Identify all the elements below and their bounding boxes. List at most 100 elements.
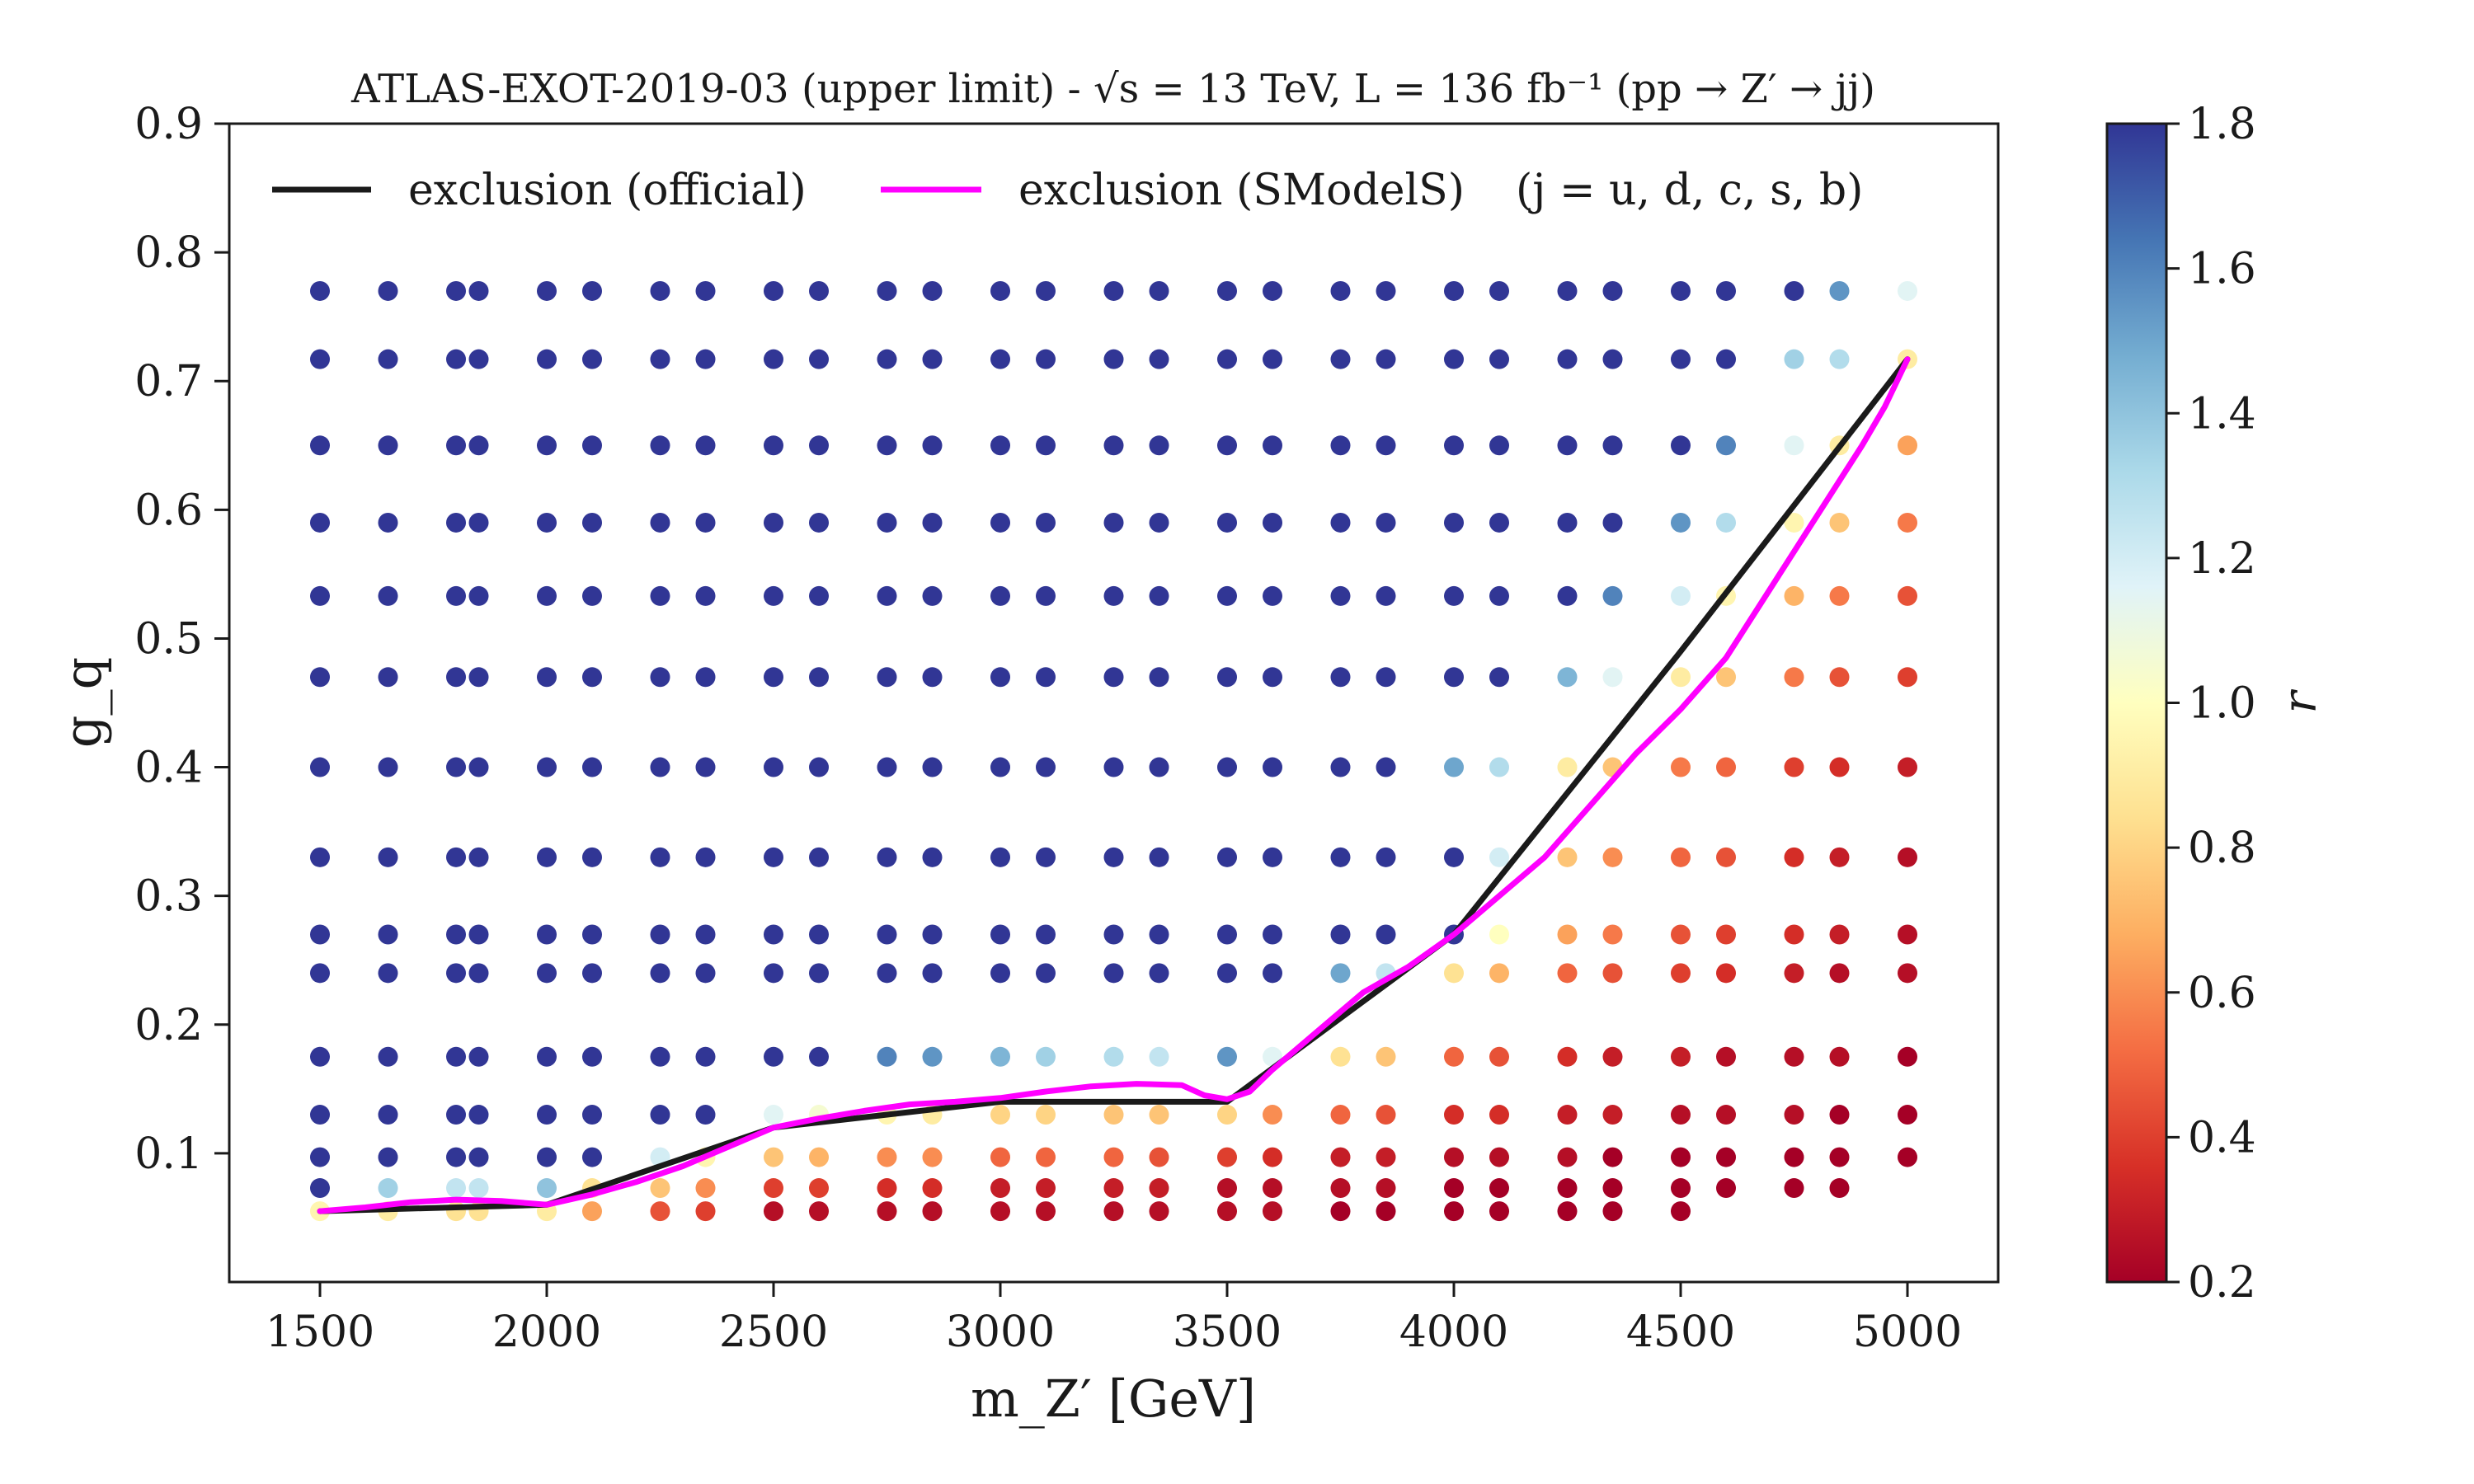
- legend-label-official: exclusion (official): [408, 166, 807, 215]
- scatter-point: [1149, 847, 1169, 867]
- scatter-point: [1444, 1178, 1464, 1199]
- scatter-point: [877, 435, 897, 456]
- scatter-point: [877, 667, 897, 688]
- scatter-point: [990, 757, 1010, 777]
- scatter-point: [764, 1201, 783, 1222]
- scatter-point: [310, 1178, 330, 1199]
- scatter-point: [1716, 1046, 1736, 1067]
- scatter-point: [1716, 757, 1736, 777]
- scatter-point: [650, 667, 670, 688]
- scatter-point: [1376, 1201, 1396, 1222]
- scatter-point: [537, 1046, 557, 1067]
- scatter-point: [1149, 1178, 1169, 1199]
- scatter-point: [1149, 1201, 1169, 1222]
- scatter-point: [1716, 1178, 1736, 1199]
- scatter-point: [468, 1046, 489, 1067]
- scatter-point: [1557, 1178, 1578, 1199]
- scatter-point: [1557, 512, 1578, 533]
- scatter-point: [1898, 585, 1917, 606]
- exclusion-lines: [317, 356, 1911, 1214]
- scatter-point: [1671, 924, 1691, 945]
- scatter-point: [1263, 757, 1282, 777]
- scatter-point: [1602, 963, 1623, 984]
- scatter-point: [537, 757, 557, 777]
- scatter-point: [922, 1178, 943, 1199]
- x-axis: 1500 2000 2500 3000 3500 4000 4500 5000: [266, 1282, 1962, 1357]
- scatter-point: [1263, 963, 1282, 984]
- scatter-point: [764, 512, 783, 533]
- scatter-point: [650, 1046, 670, 1067]
- scatter-point: [809, 585, 829, 606]
- scatter-point: [1784, 924, 1804, 945]
- scatter-point: [809, 1201, 829, 1222]
- scatter-point: [1149, 963, 1169, 984]
- scatter-point: [1602, 280, 1623, 301]
- scatter-point: [1444, 847, 1464, 867]
- scatter-point: [1602, 1178, 1623, 1199]
- scatter-point: [1217, 280, 1237, 301]
- scatter-point: [310, 667, 330, 688]
- scatter-point: [1716, 847, 1736, 867]
- scatter-point: [1602, 924, 1623, 945]
- scatter-point: [446, 924, 466, 945]
- scatter-point: [764, 1046, 783, 1067]
- scatter-point: [310, 757, 330, 777]
- scatter-point: [695, 1201, 716, 1222]
- y-tick-label: 0.6: [134, 486, 203, 535]
- scatter-point: [809, 280, 829, 301]
- scatter-point: [877, 349, 897, 369]
- scatter-point: [922, 667, 943, 688]
- scatter-point: [1036, 1105, 1056, 1125]
- scatter-point: [1217, 924, 1237, 945]
- scatter-point: [1263, 667, 1282, 688]
- scatter-point: [1103, 512, 1124, 533]
- scatter-point: [468, 963, 489, 984]
- scatter-point: [1103, 924, 1124, 945]
- scatter-point: [582, 435, 602, 456]
- y-tick-label: 0.4: [134, 744, 203, 793]
- scatter-point: [1489, 1201, 1509, 1222]
- scatter-point: [446, 1105, 466, 1125]
- scatter-point: [582, 280, 602, 301]
- y-tick-label: 0.1: [134, 1129, 203, 1179]
- scatter-point: [877, 1201, 897, 1222]
- scatter-point: [1784, 1178, 1804, 1199]
- scatter-point: [1263, 435, 1282, 456]
- scatter-point: [809, 349, 829, 369]
- scatter-point: [1557, 349, 1578, 369]
- scatter-point: [1217, 757, 1237, 777]
- scatter-point: [582, 349, 602, 369]
- scatter-point: [446, 667, 466, 688]
- scatter-point: [1263, 585, 1282, 606]
- scatter-point: [1036, 924, 1056, 945]
- scatter-point: [1444, 280, 1464, 301]
- scatter-point: [1149, 1105, 1169, 1125]
- y-tick-label: 0.3: [134, 872, 203, 922]
- scatter-point: [1036, 757, 1056, 777]
- scatter-point: [1898, 435, 1917, 456]
- scatter-point: [1829, 280, 1850, 301]
- y-tick-label: 0.8: [134, 228, 203, 278]
- scatter-point: [1036, 667, 1056, 688]
- scatter-point: [1489, 963, 1509, 984]
- x-tick-label: 3500: [1173, 1308, 1282, 1357]
- colorbar-bar: [2105, 122, 2168, 1284]
- y-tick-label: 0.5: [134, 614, 203, 664]
- scatter-point: [1217, 585, 1237, 606]
- scatter-point: [1330, 1201, 1351, 1222]
- scatter-point: [1217, 1178, 1237, 1199]
- scatter-point: [378, 585, 398, 606]
- scatter-point: [922, 349, 943, 369]
- y-tick-label: 0.7: [134, 357, 203, 406]
- scatter-point: [650, 1105, 670, 1125]
- scatter-point: [1489, 757, 1509, 777]
- scatter-point: [1602, 1201, 1623, 1222]
- y-axis-label: g_q: [53, 657, 113, 748]
- scatter-point: [446, 757, 466, 777]
- scatter-point: [1716, 512, 1736, 533]
- scatter-point: [650, 349, 670, 369]
- scatter-point: [1036, 585, 1056, 606]
- scatter-point: [1149, 280, 1169, 301]
- scatter-point: [990, 1147, 1010, 1167]
- scatter-point: [1036, 1178, 1056, 1199]
